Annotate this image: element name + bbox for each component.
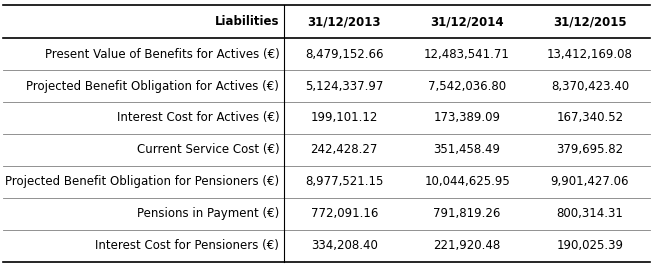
Text: 8,370,423.40: 8,370,423.40 [551, 80, 629, 93]
Text: 173,389.09: 173,389.09 [434, 111, 501, 124]
Text: 31/12/2015: 31/12/2015 [553, 15, 627, 28]
Text: 351,458.49: 351,458.49 [434, 143, 501, 156]
Text: 13,412,169.08: 13,412,169.08 [547, 48, 633, 61]
Text: 9,901,427.06: 9,901,427.06 [550, 175, 629, 188]
Text: 379,695.82: 379,695.82 [556, 143, 624, 156]
Text: 167,340.52: 167,340.52 [556, 111, 624, 124]
Text: Pensions in Payment (€): Pensions in Payment (€) [137, 207, 279, 220]
Text: 791,819.26: 791,819.26 [434, 207, 501, 220]
Text: Current Service Cost (€): Current Service Cost (€) [136, 143, 279, 156]
Text: Interest Cost for Actives (€): Interest Cost for Actives (€) [117, 111, 279, 124]
Text: Present Value of Benefits for Actives (€): Present Value of Benefits for Actives (€… [44, 48, 279, 61]
Text: 8,977,521.15: 8,977,521.15 [305, 175, 383, 188]
Text: 7,542,036.80: 7,542,036.80 [428, 80, 506, 93]
Text: 10,044,625.95: 10,044,625.95 [424, 175, 510, 188]
Text: 772,091.16: 772,091.16 [311, 207, 378, 220]
Text: 31/12/2014: 31/12/2014 [430, 15, 504, 28]
Text: 199,101.12: 199,101.12 [311, 111, 378, 124]
Text: Projected Benefit Obligation for Actives (€): Projected Benefit Obligation for Actives… [26, 80, 279, 93]
Text: Projected Benefit Obligation for Pensioners (€): Projected Benefit Obligation for Pension… [5, 175, 279, 188]
Text: Interest Cost for Pensioners (€): Interest Cost for Pensioners (€) [95, 239, 279, 252]
Text: 12,483,541.71: 12,483,541.71 [424, 48, 510, 61]
Text: 334,208.40: 334,208.40 [311, 239, 377, 252]
Text: 8,479,152.66: 8,479,152.66 [305, 48, 383, 61]
Text: 800,314.31: 800,314.31 [556, 207, 624, 220]
Text: 5,124,337.97: 5,124,337.97 [305, 80, 383, 93]
Text: 31/12/2013: 31/12/2013 [308, 15, 381, 28]
Text: 190,025.39: 190,025.39 [556, 239, 624, 252]
Text: 221,920.48: 221,920.48 [434, 239, 501, 252]
Text: 242,428.27: 242,428.27 [311, 143, 378, 156]
Text: Liabilities: Liabilities [215, 15, 279, 28]
